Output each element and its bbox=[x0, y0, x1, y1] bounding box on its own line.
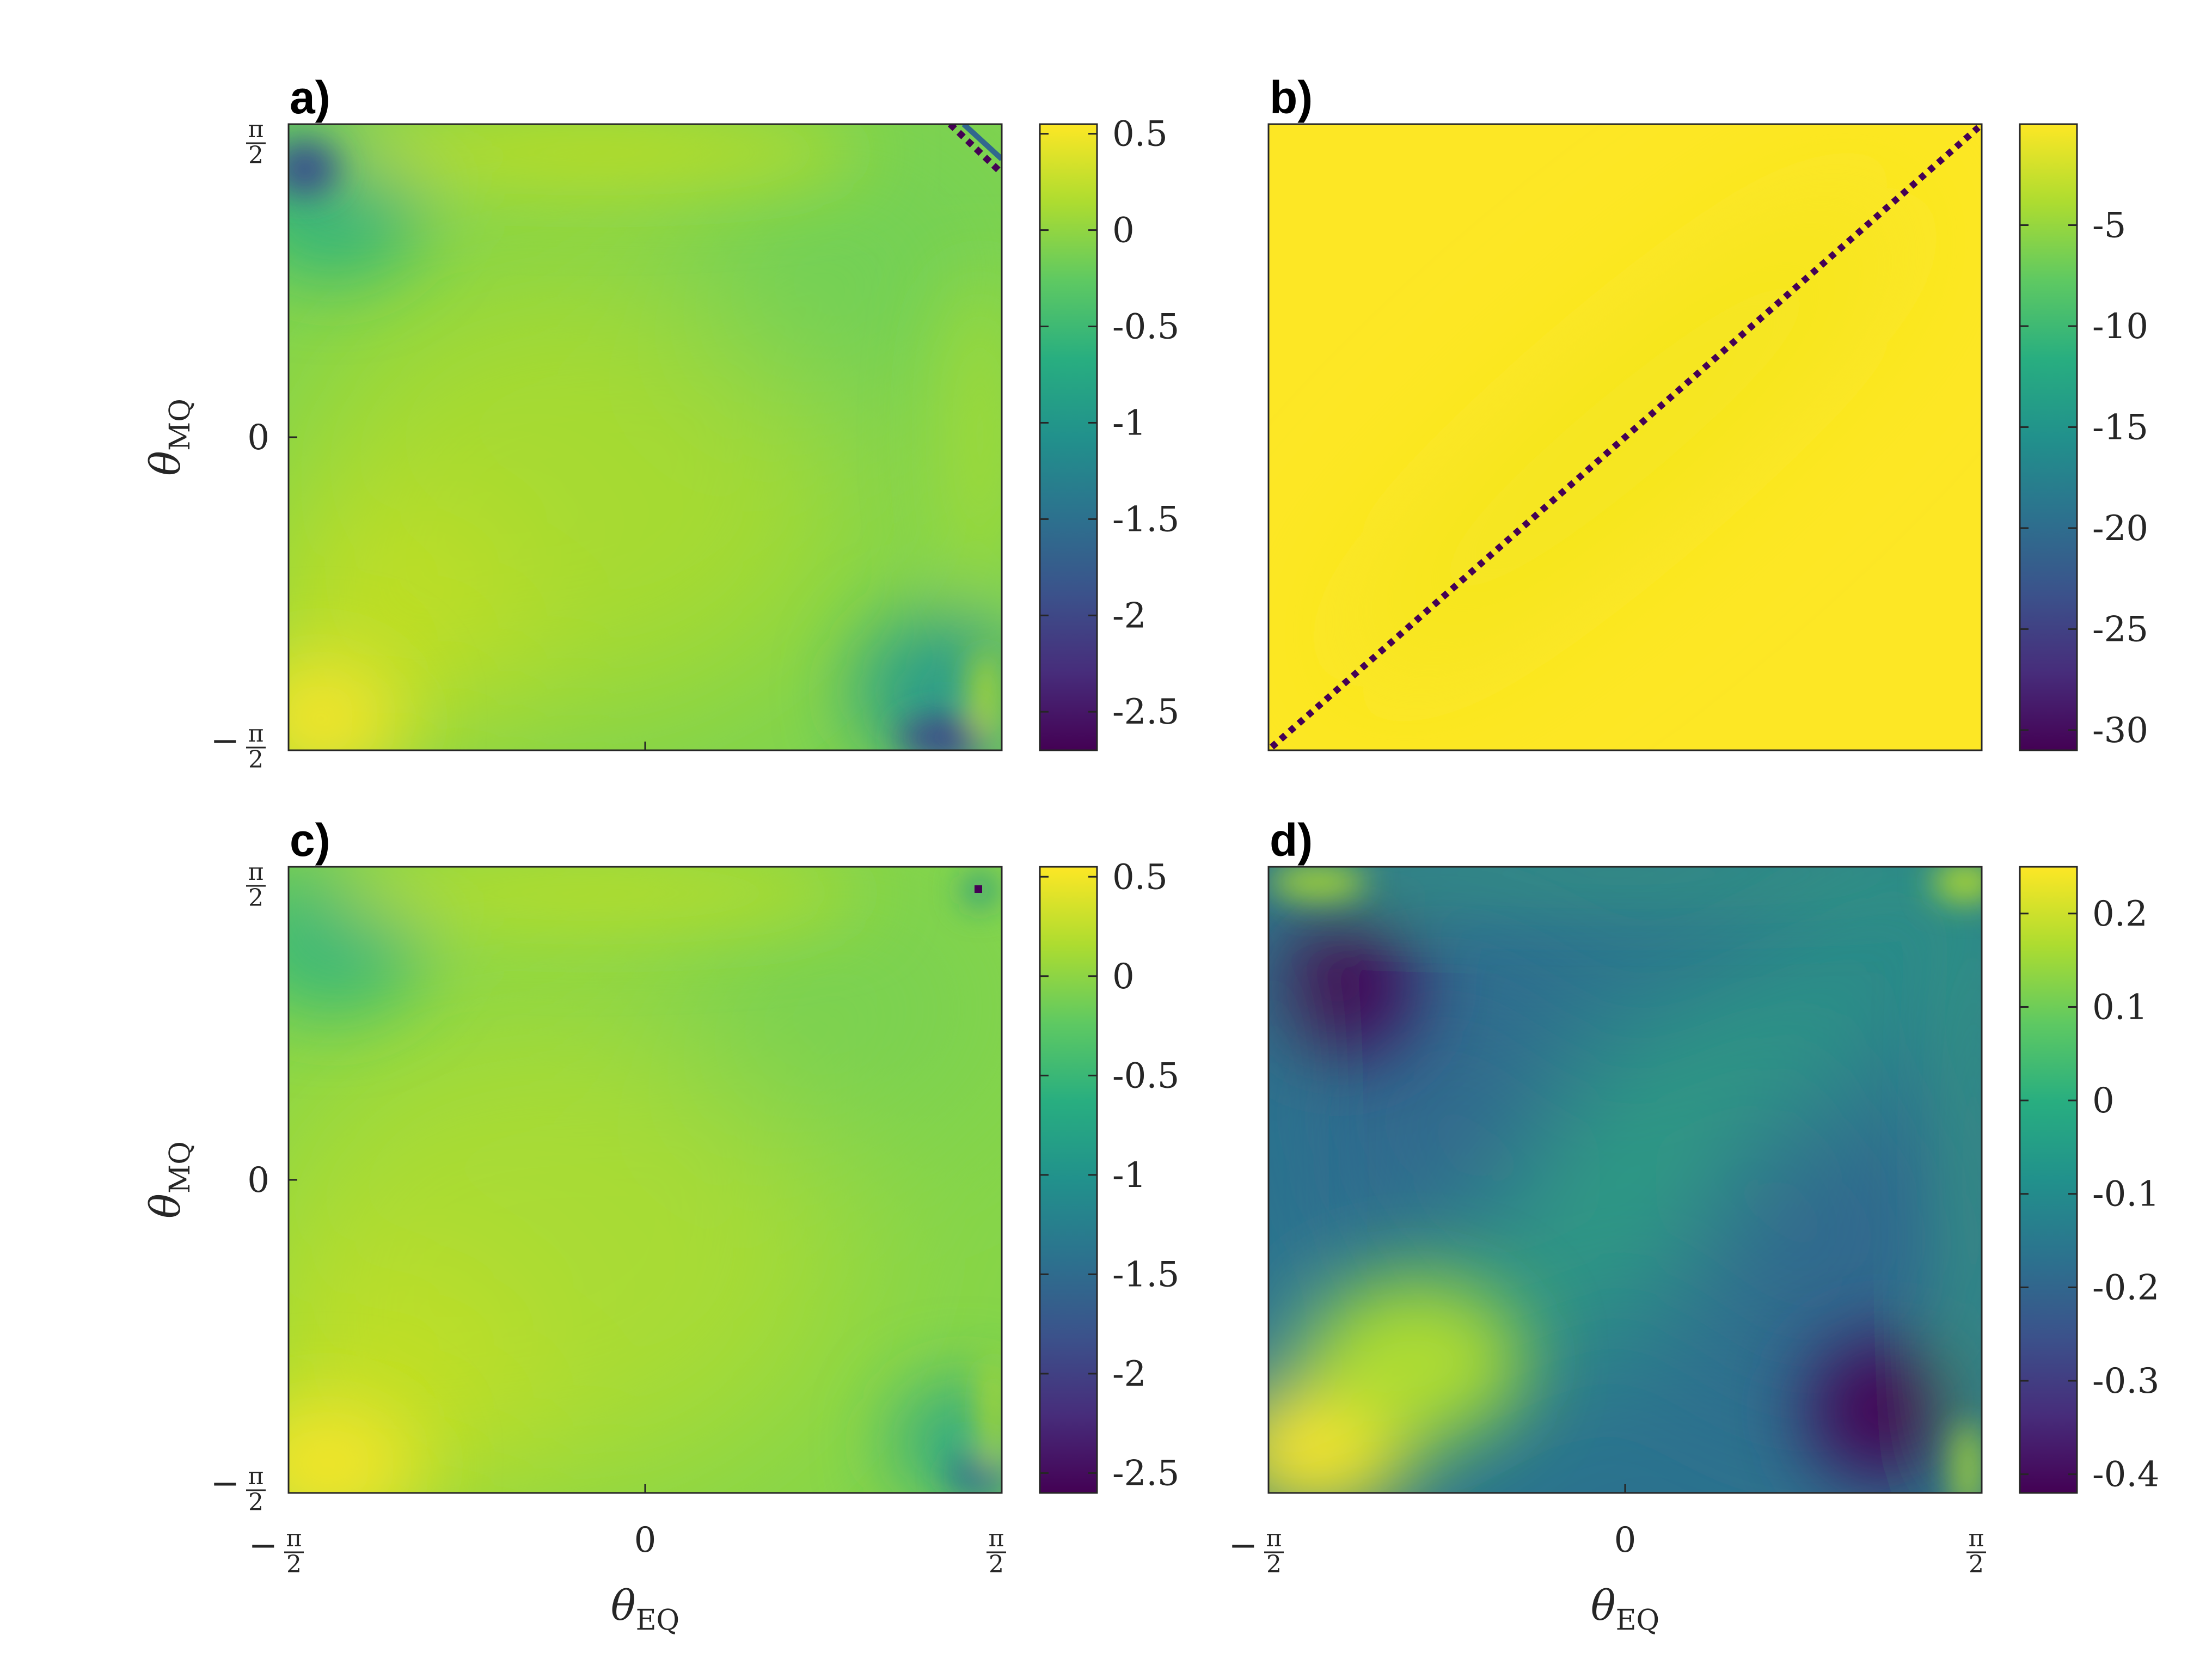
svg-text:θMQ: θMQ bbox=[141, 1141, 197, 1219]
xlabel-d: θEQ bbox=[1591, 1581, 1659, 1637]
svg-text:2: 2 bbox=[248, 746, 264, 774]
colorbar-c bbox=[1039, 866, 1098, 1494]
colorbar-tick-label: -1.5 bbox=[1112, 1254, 1179, 1295]
heatmap-b bbox=[1269, 124, 1982, 750]
xtick-pi2-c: π 2 bbox=[986, 1525, 1006, 1578]
panel-label-d: d) bbox=[1270, 815, 1313, 866]
colorbar-tick-label: -2 bbox=[1112, 1354, 1146, 1394]
heatmap-a bbox=[289, 124, 1002, 750]
ylabel-a: θMQ bbox=[141, 399, 197, 476]
colorbar-tick-label: -5 bbox=[2092, 205, 2126, 246]
colorbar-tick-label: -0.5 bbox=[1112, 307, 1179, 347]
heatmap-c bbox=[289, 867, 1002, 1493]
heatmap-d bbox=[1269, 867, 1982, 1493]
svg-text:π: π bbox=[989, 1525, 1004, 1552]
colorbar-tick-label: 0.2 bbox=[2092, 894, 2148, 934]
ytick-negpi2-a: − π 2 bbox=[210, 720, 266, 774]
panel-label-a: a) bbox=[290, 72, 330, 123]
colorbar-tick-label: -0.3 bbox=[2092, 1361, 2159, 1401]
colorbar-tick-label: -2.5 bbox=[1112, 1453, 1179, 1493]
svg-text:π: π bbox=[1969, 1525, 1984, 1552]
colorbar-b bbox=[2019, 123, 2078, 751]
panel-a: a) π 2 0 − π 2 θMQ 0.5 0 -0.5 -1 -1.5 -2 -2.5 bbox=[141, 72, 1179, 774]
xtick-0-c: 0 bbox=[634, 1520, 657, 1560]
colorbar-d bbox=[2019, 866, 2078, 1494]
colorbar-tick-label: -10 bbox=[2092, 307, 2148, 347]
colorbar-tick-label: -25 bbox=[2092, 609, 2148, 650]
colorbar-tick-label: -30 bbox=[2092, 711, 2148, 751]
colorbar-tick-label: -1.5 bbox=[1112, 499, 1179, 540]
svg-text:θEQ: θEQ bbox=[1591, 1581, 1659, 1637]
colorbar-c-ticks: 0.5 0 -0.5 -1 -1.5 -2 -2.5 bbox=[1040, 857, 1179, 1493]
ylabel-c: θMQ bbox=[141, 1141, 197, 1219]
svg-text:π: π bbox=[248, 720, 264, 748]
svg-text:2: 2 bbox=[1969, 1551, 1984, 1578]
colorbar-tick-label: -1 bbox=[1112, 403, 1146, 443]
colorbar-tick-label: 0 bbox=[1112, 211, 1135, 251]
colorbar-tick-label: -0.5 bbox=[1112, 1056, 1179, 1096]
svg-text:2: 2 bbox=[1266, 1551, 1282, 1578]
xtick-negpi2-d: − π 2 bbox=[1228, 1525, 1284, 1578]
colorbar-a-ticks: 0.5 0 -0.5 -1 -1.5 -2 -2.5 bbox=[1040, 114, 1179, 732]
svg-text:−: − bbox=[1228, 1526, 1258, 1566]
panel-label-c: c) bbox=[290, 815, 330, 866]
ytick-0-c: 0 bbox=[247, 1160, 269, 1201]
colorbar-tick-label: -2.5 bbox=[1112, 692, 1179, 732]
svg-text:θMQ: θMQ bbox=[141, 399, 197, 476]
svg-text:−: − bbox=[210, 721, 240, 761]
colorbar-tick-label: -20 bbox=[2092, 509, 2148, 549]
svg-text:π: π bbox=[248, 858, 264, 886]
colorbar-tick-label: 0.5 bbox=[1112, 857, 1168, 897]
svg-text:π: π bbox=[248, 1462, 264, 1490]
diagonal-minimum-b bbox=[1270, 125, 1981, 750]
panel-d: d) − π 2 0 π 2 θEQ 0.2 0.1 0 -0.1 -0.2 -0.3 -0… bbox=[1228, 815, 2159, 1637]
svg-text:π: π bbox=[1266, 1525, 1282, 1552]
colorbar-a bbox=[1039, 123, 1098, 751]
svg-text:2: 2 bbox=[286, 1551, 302, 1578]
colorbar-tick-label: -0.1 bbox=[2092, 1174, 2159, 1215]
colorbar-b-ticks: -5 -10 -15 -20 -25 -30 bbox=[2020, 205, 2148, 751]
svg-text:2: 2 bbox=[248, 1489, 264, 1516]
xlabel-c: θEQ bbox=[611, 1581, 679, 1637]
svg-text:−: − bbox=[248, 1526, 278, 1566]
svg-text:2: 2 bbox=[248, 142, 264, 169]
colorbar-tick-label: -15 bbox=[2092, 407, 2148, 448]
ytick-0-a: 0 bbox=[247, 418, 269, 458]
xtick-pi2-d: π 2 bbox=[1966, 1525, 1986, 1578]
colorbar-d-ticks: 0.2 0.1 0 -0.1 -0.2 -0.3 -0.4 bbox=[2020, 894, 2159, 1495]
colorbar-tick-label: 0.5 bbox=[1112, 114, 1168, 155]
panel-label-b: b) bbox=[1270, 72, 1313, 123]
panel-c: c) π 2 0 − π 2 θMQ − π 2 0 π 2 bbox=[141, 815, 1179, 1637]
ytick-pi2-c: π 2 bbox=[246, 858, 266, 912]
svg-text:2: 2 bbox=[248, 884, 264, 912]
colorbar-tick-label: -0.2 bbox=[2092, 1268, 2159, 1308]
svg-text:π: π bbox=[248, 115, 264, 143]
colorbar-tick-label: -2 bbox=[1112, 596, 1146, 636]
xtick-negpi2-c: − π 2 bbox=[248, 1525, 304, 1578]
svg-text:θEQ: θEQ bbox=[611, 1581, 679, 1637]
colorbar-tick-label: 0 bbox=[1112, 957, 1135, 997]
svg-text:2: 2 bbox=[989, 1551, 1004, 1578]
colorbar-tick-label: -0.4 bbox=[2092, 1455, 2159, 1495]
colorbar-tick-label: -1 bbox=[1112, 1155, 1146, 1196]
ytick-pi2-a: π 2 bbox=[246, 115, 266, 169]
ytick-negpi2-c: − π 2 bbox=[210, 1462, 266, 1516]
svg-text:−: − bbox=[210, 1464, 240, 1504]
colorbar-tick-label: 0.1 bbox=[2092, 987, 2148, 1027]
xtick-0-d: 0 bbox=[1614, 1520, 1637, 1560]
svg-text:π: π bbox=[286, 1525, 302, 1552]
colorbar-tick-label: 0 bbox=[2092, 1081, 2115, 1121]
panel-b: b) -5 -10 -15 -20 -25 -30 bbox=[1267, 72, 2148, 751]
